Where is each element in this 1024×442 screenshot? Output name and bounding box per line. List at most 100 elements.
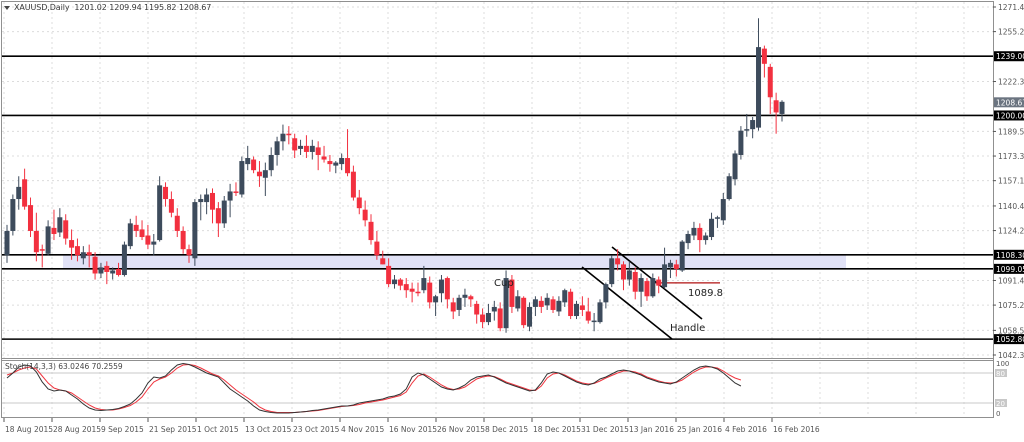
candle xyxy=(603,282,609,309)
handle-lower-line[interactable] xyxy=(581,266,673,340)
candle xyxy=(386,258,392,288)
candle xyxy=(121,241,127,277)
candle xyxy=(127,218,133,250)
candle xyxy=(233,182,239,197)
candle xyxy=(345,129,351,177)
level-price-tag-text: 1052.80 xyxy=(996,335,1024,344)
level-price-tag xyxy=(994,334,1024,345)
candle xyxy=(157,176,163,242)
horizontal-levels[interactable] xyxy=(2,55,993,340)
candle xyxy=(468,294,474,307)
candle xyxy=(63,214,69,245)
candle xyxy=(350,165,356,201)
candle xyxy=(515,290,521,312)
date-tick: 31 Dec 2015 xyxy=(581,425,629,434)
stoch-tick: 0 xyxy=(996,410,1000,418)
candle xyxy=(644,278,650,301)
date-tick: 25 Jan 2016 xyxy=(677,425,722,434)
candle xyxy=(673,259,679,277)
candle xyxy=(286,126,292,145)
level-1089-label: 1089.8 xyxy=(688,288,723,299)
candle xyxy=(480,308,486,329)
candle xyxy=(180,226,186,254)
date-tick: 16 Feb 2016 xyxy=(773,425,820,434)
candle xyxy=(703,232,709,245)
candle xyxy=(368,214,374,245)
ohlc-values: 1201.02 1209.94 1195.82 1208.67 xyxy=(74,3,212,12)
candle xyxy=(239,156,245,198)
candle xyxy=(497,302,503,332)
candle xyxy=(556,296,562,317)
candle xyxy=(98,262,104,279)
candle xyxy=(204,188,210,215)
candle xyxy=(303,135,309,159)
candle xyxy=(356,189,362,215)
candle xyxy=(609,255,615,288)
time-axis[interactable]: 18 Aug 2015 28 Aug 2015 9 Sep 2015 21 Sep 2… xyxy=(3,418,820,434)
candle xyxy=(22,168,28,210)
candle xyxy=(280,124,286,151)
cup-label: Cup xyxy=(494,278,514,289)
candle xyxy=(33,212,39,262)
candle xyxy=(168,191,174,218)
candle xyxy=(327,154,333,172)
candle xyxy=(16,176,22,210)
candle xyxy=(591,312,597,332)
candle xyxy=(773,92,779,134)
candle xyxy=(86,244,92,268)
candle xyxy=(421,265,427,294)
candle xyxy=(274,136,280,166)
date-tick: 28 Aug 2015 xyxy=(53,425,101,434)
stochastic-panel xyxy=(2,362,993,414)
candle xyxy=(738,126,744,160)
candle xyxy=(92,252,98,280)
symbol-label: XAUUSD,Daily xyxy=(14,3,70,12)
candle xyxy=(209,188,215,224)
candle xyxy=(527,302,533,332)
collapse-triangle-icon[interactable] xyxy=(4,5,10,10)
candle xyxy=(767,63,773,114)
candle xyxy=(415,282,421,297)
support-zone-rect[interactable] xyxy=(63,254,846,269)
candle xyxy=(509,275,515,313)
current-price-tag xyxy=(994,97,1024,108)
price-axis[interactable]: 1271.40 1255.20 1222.35 1189.50 1173.30 1157.… xyxy=(993,3,1024,418)
date-tick: 18 Aug 2015 xyxy=(5,425,53,434)
candle xyxy=(756,18,762,131)
candle xyxy=(321,145,327,163)
candle xyxy=(245,145,251,171)
candle xyxy=(221,196,227,228)
candle xyxy=(403,278,409,298)
level-price-tag-text: 1099.05 xyxy=(996,265,1024,274)
candle xyxy=(691,221,697,241)
candle xyxy=(268,147,274,177)
candle xyxy=(409,282,415,303)
level-price-tag xyxy=(994,249,1024,260)
stoch-main-line xyxy=(6,362,742,414)
candle xyxy=(562,288,568,307)
candle xyxy=(262,162,268,197)
stochastic-label: Stoch(14,3,3) 63.0246 70.2559 xyxy=(5,362,123,371)
handle-label: Handle xyxy=(670,323,705,334)
candle xyxy=(215,202,221,238)
candle xyxy=(679,240,685,272)
candle xyxy=(139,220,145,241)
candle xyxy=(579,296,585,317)
candle xyxy=(69,229,75,260)
candle xyxy=(521,296,527,329)
candle xyxy=(133,215,139,238)
candle xyxy=(145,224,151,250)
candle xyxy=(574,300,580,320)
level-price-tag-text: 1200.00 xyxy=(996,111,1024,120)
support-zone[interactable] xyxy=(63,254,846,269)
candle xyxy=(186,244,192,263)
candle xyxy=(110,267,116,280)
candle xyxy=(626,261,632,286)
date-tick: 9 Sep 2015 xyxy=(101,425,144,434)
candle xyxy=(491,300,497,321)
candle xyxy=(779,100,785,122)
candle xyxy=(151,233,157,256)
candle xyxy=(474,300,480,324)
